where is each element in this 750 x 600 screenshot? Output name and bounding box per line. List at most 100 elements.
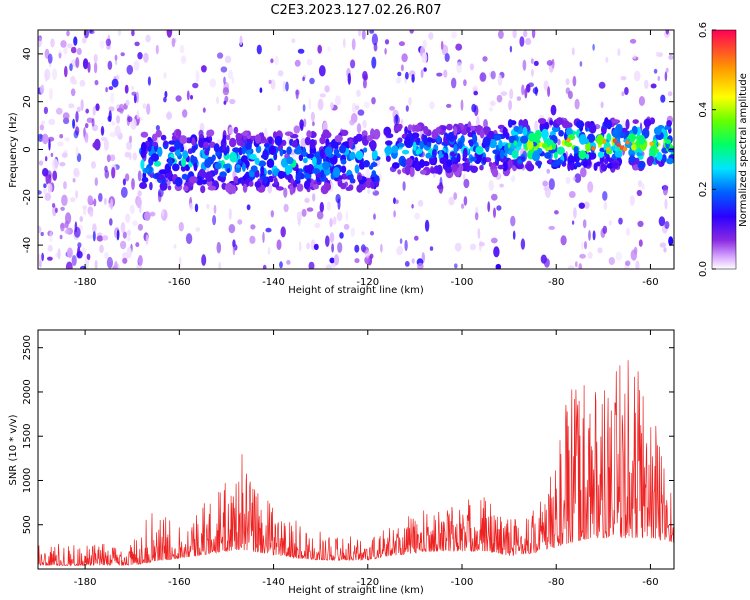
noise-speckle — [126, 229, 131, 237]
noise-speckle — [228, 126, 234, 135]
x-tick-label: -80 — [548, 277, 564, 288]
noise-speckle — [262, 264, 267, 269]
noise-speckle — [38, 160, 44, 166]
noise-speckle — [578, 202, 585, 209]
noise-speckle — [66, 30, 70, 37]
noise-speckle — [542, 180, 548, 187]
noise-speckle — [521, 84, 525, 96]
signal-blob — [260, 132, 265, 142]
noise-speckle — [64, 229, 71, 235]
signal-blob — [537, 118, 547, 124]
noise-speckle — [82, 58, 89, 70]
signal-blob — [453, 143, 458, 154]
noise-speckle — [408, 96, 412, 106]
signal-blob — [168, 157, 173, 167]
noise-speckle — [636, 189, 643, 197]
signal-blob — [147, 136, 152, 142]
signal-blob — [163, 141, 168, 146]
signal-peak — [612, 138, 618, 143]
noise-speckle — [297, 48, 305, 54]
signal-blob — [214, 162, 222, 170]
signal-blob — [242, 175, 247, 181]
noise-speckle — [508, 100, 513, 111]
noise-speckle — [55, 207, 58, 213]
noise-speckle — [161, 208, 165, 217]
signal-blob — [172, 163, 180, 172]
signal-blob — [354, 164, 360, 174]
noise-speckle — [91, 118, 95, 127]
signal-peak — [591, 146, 596, 151]
noise-speckle — [306, 207, 314, 212]
signal-blob — [159, 181, 168, 191]
signal-peak — [606, 146, 611, 152]
noise-speckle — [282, 80, 286, 93]
signal-blob — [254, 181, 262, 188]
signal-blob — [203, 141, 209, 149]
signal-blob — [596, 134, 605, 145]
noise-speckle — [118, 103, 125, 114]
noise-speckle — [488, 180, 494, 192]
noise-speckle — [40, 231, 44, 237]
signal-blob — [522, 126, 528, 136]
noise-speckle — [335, 193, 341, 204]
noise-speckle — [75, 57, 80, 69]
noise-speckle — [232, 239, 236, 248]
noise-speckle — [629, 38, 637, 44]
noise-speckle — [429, 101, 435, 110]
noise-speckle — [276, 239, 282, 250]
noise-speckle — [579, 61, 583, 67]
noise-speckle — [124, 84, 129, 94]
noise-speckle — [58, 52, 62, 59]
signal-blob — [423, 134, 428, 146]
noise-speckle — [60, 206, 65, 211]
snr-x-label: Height of straight line (km) — [288, 585, 424, 596]
noise-speckle — [316, 210, 324, 220]
signal-blob — [451, 156, 456, 163]
noise-speckle — [548, 178, 555, 191]
signal-blob — [436, 135, 441, 144]
signal-blob — [272, 131, 278, 139]
noise-speckle — [218, 261, 222, 269]
signal-blob — [614, 150, 623, 158]
signal-blob — [445, 159, 453, 167]
signal-blob — [324, 182, 332, 191]
noise-speckle — [147, 76, 151, 86]
signal-blob — [303, 180, 311, 190]
noise-speckle — [365, 249, 370, 259]
noise-speckle — [111, 121, 116, 126]
noise-speckle — [659, 242, 667, 248]
noise-speckle — [99, 244, 104, 253]
noise-speckle — [126, 141, 133, 151]
colorbar-tick-label: 0.0 — [698, 261, 709, 277]
signal-blob — [513, 140, 518, 146]
noise-speckle — [38, 225, 42, 234]
signal-blob — [284, 131, 294, 136]
noise-speckle — [587, 181, 594, 193]
noise-speckle — [116, 229, 120, 241]
noise-speckle — [300, 137, 307, 149]
noise-speckle — [171, 37, 176, 48]
noise-speckle — [439, 176, 443, 187]
signal-blob — [391, 162, 400, 169]
noise-speckle — [124, 151, 131, 158]
signal-blob — [286, 146, 292, 155]
noise-speckle — [400, 64, 404, 72]
noise-speckle — [136, 110, 140, 120]
signal-blob — [517, 159, 523, 165]
noise-speckle — [75, 190, 79, 199]
noise-speckle — [582, 219, 587, 229]
signal-peak — [623, 146, 628, 152]
noise-speckle — [384, 48, 387, 55]
noise-speckle — [217, 52, 224, 59]
signal-blob — [140, 131, 149, 138]
signal-blob — [335, 153, 342, 159]
signal-blob — [262, 149, 269, 161]
noise-speckle — [396, 77, 401, 84]
noise-speckle — [201, 254, 207, 266]
noise-speckle — [304, 197, 310, 203]
noise-speckle — [326, 201, 331, 212]
noise-speckle — [584, 241, 587, 250]
signal-blob — [231, 185, 237, 194]
noise-speckle — [565, 176, 571, 185]
noise-speckle — [343, 223, 350, 230]
